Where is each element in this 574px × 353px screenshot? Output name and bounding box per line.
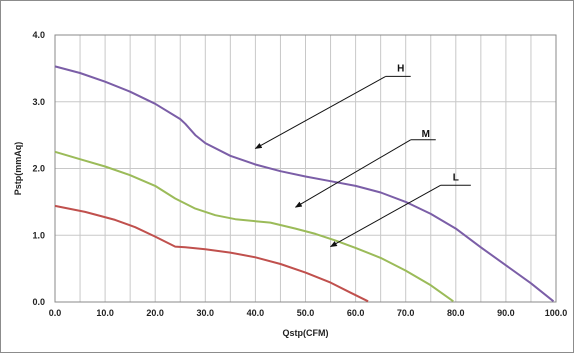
annotation-label-l: L (453, 173, 459, 184)
series-line-l (54, 204, 369, 303)
y-axis-label: Pstp(mmAq) (13, 142, 23, 196)
series-layer (54, 65, 555, 303)
y-tick-label: 3.0 (32, 97, 45, 107)
annotation-arrow-h (254, 75, 386, 149)
x-tick-label: 100.0 (545, 308, 568, 318)
series-line-h (54, 65, 555, 303)
annotation-label-h: H (397, 64, 404, 75)
x-tick-label: 70.0 (397, 308, 415, 318)
x-axis-label: Qstp(CFM) (283, 328, 329, 338)
x-tick-label: 50.0 (297, 308, 315, 318)
y-tick-label: 0.0 (32, 297, 45, 307)
annotations-layer: H M L (254, 64, 471, 248)
annotation-label-m: M (422, 129, 430, 140)
y-tick-label: 4.0 (32, 30, 45, 40)
annotation-arrow-m (294, 139, 411, 208)
x-tick-label: 80.0 (447, 308, 465, 318)
x-tick-label: 40.0 (247, 308, 265, 318)
x-tick-label: 20.0 (146, 308, 164, 318)
x-tick-label: 10.0 (96, 308, 114, 318)
grid-layer (55, 35, 556, 302)
series-line-m (54, 150, 454, 303)
x-tick-label: 0.0 (49, 308, 62, 318)
x-tick-label: 60.0 (347, 308, 365, 318)
y-tick-label: 2.0 (32, 164, 45, 174)
plot-frame (54, 34, 557, 303)
y-tick-label: 1.0 (32, 230, 45, 240)
tick-labels: 0.0 10.0 20.0 30.0 40.0 50.0 60.0 70.0 80.0 90.0 1… (32, 30, 567, 318)
x-tick-label: 90.0 (497, 308, 515, 318)
x-tick-label: 30.0 (197, 308, 215, 318)
annotation-arrow-l (329, 184, 442, 248)
